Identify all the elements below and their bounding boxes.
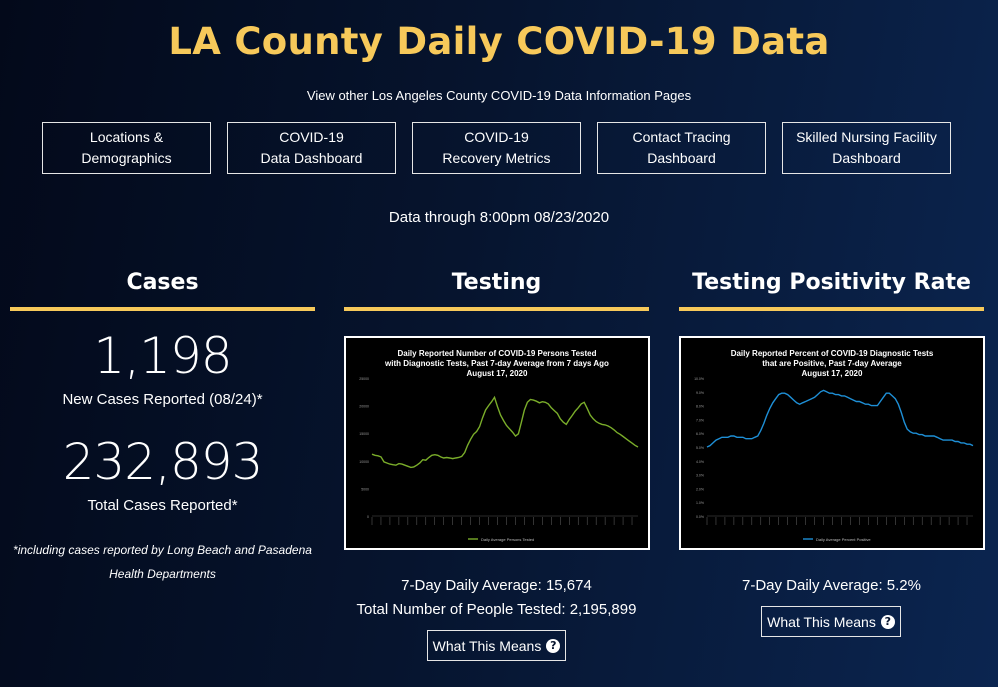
y-tick-label: 2.0% [696,487,704,491]
question-circle-icon: ? [880,614,895,629]
testing-what-this-means-button[interactable]: What This Means ? [427,630,566,661]
positivity-average: 7-Day Daily Average: 5.2% [742,577,921,594]
y-tick-label: 5000 [361,487,369,491]
testing-underline [344,307,649,311]
nav-button-label: Skilled Nursing Facility Dashboard [796,129,937,166]
data-through-text: Data through 8:00pm 08/23/2020 [388,209,610,226]
nav-button-label: COVID-19 Data Dashboard [260,129,363,166]
testing-heading: Testing [451,270,542,295]
y-tick-label: 25000 [359,377,369,381]
y-tick-label: 0 [367,515,369,519]
positivity-chart[interactable]: Daily Reported Percent of COVID-19 Diagn… [679,336,985,550]
nav-contact-tracing-button[interactable]: Contact Tracing Dashboard [597,122,766,174]
page-subtitle: View other Los Angeles County COVID-19 D… [306,88,692,103]
chart-title-line: August 17, 2020 [802,369,863,378]
cases-heading: Cases [126,270,199,295]
nav-recovery-metrics-button[interactable]: COVID-19 Recovery Metrics [412,122,581,174]
nav-skilled-nursing-button[interactable]: Skilled Nursing Facility Dashboard [782,122,951,174]
legend-label: Daily Average Percent Positive [816,537,871,542]
nav-button-label: COVID-19 Recovery Metrics [442,129,551,166]
positivity-underline [679,307,984,311]
chart-title-line: August 17, 2020 [467,369,528,378]
positivity-what-this-means-button[interactable]: What This Means ? [761,606,901,637]
positivity-chart-svg: Daily Reported Percent of COVID-19 Diagn… [694,349,974,542]
button-label: What This Means [767,613,876,630]
y-tick-label: 15000 [359,432,369,436]
y-tick-label: 20000 [359,405,369,409]
testing-average: 7-Day Daily Average: 15,674 [401,577,592,594]
y-tick-label: 5.0% [696,446,704,450]
series-line [706,389,974,448]
nav-button-label: Locations & Demographics [81,129,172,166]
page-title: LA County Daily COVID-19 Data [168,20,830,63]
new-cases-value: 1,198 [93,327,232,385]
y-tick-label: 4.0% [696,460,704,464]
y-tick-label: 10000 [359,460,369,464]
y-tick-label: 3.0% [696,474,704,478]
total-cases-value: 232,893 [62,433,264,491]
cases-underline [10,307,315,311]
y-tick-label: 8.0% [696,405,704,409]
nav-locations-demographics-button[interactable]: Locations & Demographics [42,122,211,174]
y-tick-label: 7.0% [696,418,704,422]
question-circle-icon: ? [546,638,561,653]
testing-chart-svg: Daily Reported Number of COVID-19 Person… [359,349,639,542]
chart-title-line: Daily Reported Percent of COVID-19 Diagn… [731,349,934,358]
positivity-heading: Testing Positivity Rate [692,270,971,295]
series-line [371,395,639,469]
legend-label: Daily Average Persons Tested [481,537,534,542]
total-cases-label: Total Cases Reported* [87,497,238,514]
y-tick-label: 1.0% [696,501,704,505]
button-label: What This Means [432,637,542,654]
chart-title-line: Daily Reported Number of COVID-19 Person… [397,349,596,358]
testing-chart[interactable]: Daily Reported Number of COVID-19 Person… [344,336,650,550]
y-tick-label: 0.0% [696,515,704,519]
cases-footnote: *including cases reported by Long Beach … [13,543,312,581]
nav-button-label: Contact Tracing Dashboard [632,129,731,166]
y-tick-label: 9.0% [696,391,704,395]
y-tick-label: 10.0% [694,377,704,381]
chart-title-line: with Diagnostic Tests, Past 7-day Averag… [384,359,609,368]
testing-total: Total Number of People Tested: 2,195,899 [356,601,637,618]
y-tick-label: 6.0% [696,432,704,436]
new-cases-label: New Cases Reported (08/24)* [62,391,263,408]
chart-title-line: that are Positive, Past 7-day Average [762,359,902,368]
nav-data-dashboard-button[interactable]: COVID-19 Data Dashboard [227,122,396,174]
